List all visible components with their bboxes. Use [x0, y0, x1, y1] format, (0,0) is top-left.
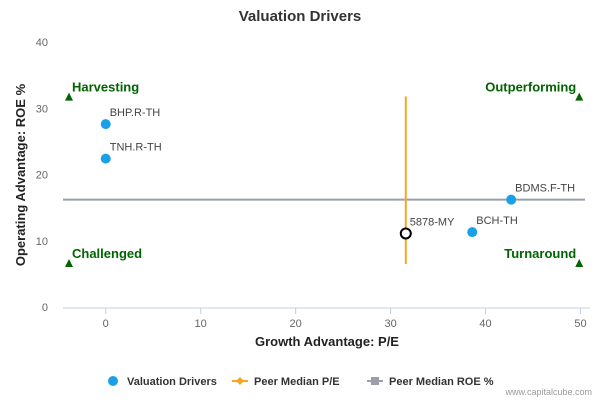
- x-axis-label: Growth Advantage: P/E: [255, 334, 399, 349]
- legend-item[interactable]: Peer Median ROE %: [367, 376, 494, 388]
- quadrant-triangle-marker: [65, 258, 73, 267]
- x-tick-label: 30: [384, 318, 396, 330]
- quadrant-triangle-marker: [65, 92, 73, 101]
- plot-area: Harvesting Outperforming Challenged Turnaro…: [63, 80, 585, 267]
- quadrant-label: Challenged: [72, 246, 142, 261]
- data-point-label: BHP.R-TH: [110, 107, 161, 119]
- data-point-label: BCH-TH: [476, 215, 518, 227]
- y-tick-label: 20: [36, 170, 48, 182]
- y-tick-label: 0: [42, 302, 48, 314]
- highlight-point-label: 5878-MY: [410, 216, 455, 228]
- legend: Valuation Drivers Peer Median P/E Peer Med…: [108, 376, 494, 388]
- x-axis-ticks: 0 10 20 30 40 50: [103, 308, 587, 330]
- legend-label: Valuation Drivers: [127, 376, 217, 388]
- x-tick-label: 10: [195, 318, 207, 330]
- quadrant-label: Turnaround: [504, 246, 576, 261]
- data-point[interactable]: [100, 119, 111, 130]
- y-tick-label: 40: [36, 37, 48, 49]
- legend-marker-square: [371, 377, 379, 385]
- data-point[interactable]: [506, 194, 517, 205]
- x-tick-label: 40: [479, 318, 491, 330]
- legend-marker-diamond: [236, 377, 244, 385]
- data-point[interactable]: [100, 153, 111, 164]
- quadrant-label: Outperforming: [485, 80, 576, 95]
- y-axis-ticks: 0 10 20 30 40: [36, 37, 48, 314]
- highlight-point[interactable]: [399, 227, 412, 240]
- y-tick-label: 10: [36, 236, 48, 248]
- data-point[interactable]: [467, 227, 478, 238]
- quadrant-label: Harvesting: [72, 80, 139, 95]
- x-tick-label: 20: [290, 318, 302, 330]
- data-point-label: BDMS.F-TH: [515, 183, 575, 195]
- data-point-label: TNH.R-TH: [110, 142, 162, 154]
- legend-label: Peer Median P/E: [254, 376, 340, 388]
- legend-label: Peer Median ROE %: [389, 376, 494, 388]
- y-tick-label: 30: [36, 103, 48, 115]
- credit-text: www.capitalcube.com: [504, 387, 592, 397]
- legend-item[interactable]: Peer Median P/E: [232, 376, 340, 388]
- legend-marker-circle: [108, 376, 118, 386]
- quadrant-triangle-marker: [575, 258, 584, 267]
- x-tick-label: 50: [574, 318, 586, 330]
- x-tick-label: 0: [103, 318, 109, 330]
- y-axis-label: Operating Advantage: ROE %: [13, 83, 28, 266]
- chart-title: Valuation Drivers: [239, 8, 362, 25]
- quadrant-triangle-marker: [575, 92, 584, 101]
- legend-item[interactable]: Valuation Drivers: [108, 376, 217, 388]
